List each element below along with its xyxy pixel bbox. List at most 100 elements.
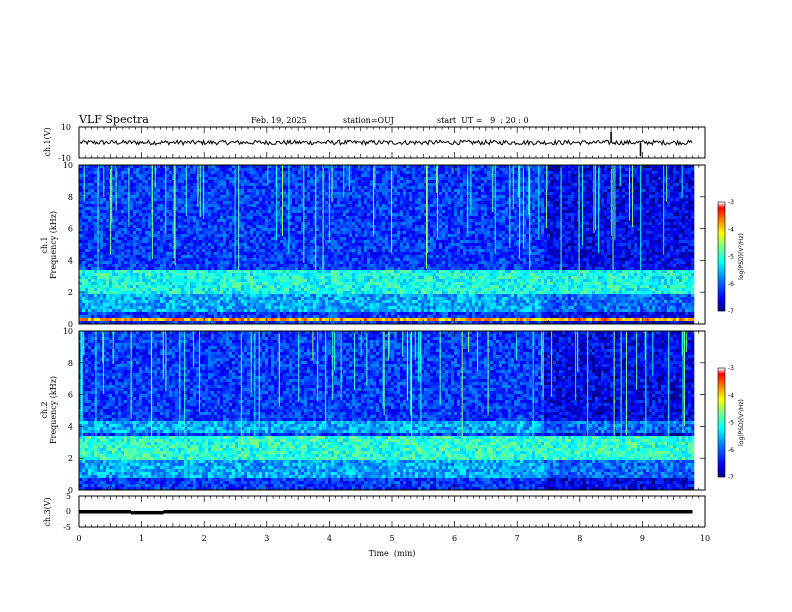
spectrogram-cell <box>649 168 652 171</box>
spectrogram-cell <box>265 204 268 207</box>
spectrogram-cell <box>106 228 109 231</box>
spectrogram-cell <box>118 216 121 219</box>
spectrogram-cell <box>658 180 661 183</box>
spectrogram-cell <box>520 207 523 210</box>
spectrogram-cell <box>475 228 478 231</box>
spectrogram-cell <box>433 225 436 228</box>
spectrogram-cell <box>451 228 454 231</box>
spectrogram-cell <box>211 234 214 237</box>
spectrogram-cell <box>223 213 226 216</box>
spectrogram-cell <box>421 168 424 171</box>
spectrogram-cell <box>574 168 577 171</box>
spectrogram-cell <box>439 198 442 201</box>
spectrogram-cell <box>223 192 226 195</box>
spectrogram-cell <box>316 168 319 171</box>
spectrogram-cell <box>244 228 247 231</box>
spectrogram-cell <box>253 195 256 198</box>
spectrogram-cell <box>331 225 334 228</box>
spectrogram-cell <box>421 198 424 201</box>
spectrogram-cell <box>631 231 634 234</box>
spectrogram-cell <box>325 213 328 216</box>
spectrogram-cell <box>211 222 214 225</box>
spectrogram-cell <box>292 222 295 225</box>
spectrogram-cell <box>334 201 337 204</box>
spectrogram-cell <box>355 222 358 225</box>
spectrogram-cell <box>622 216 625 219</box>
spectrogram-cell <box>460 216 463 219</box>
spectrogram-cell <box>448 219 451 222</box>
spectrogram-cell <box>442 198 445 201</box>
spectrogram-cell <box>619 189 622 192</box>
spectrogram-cell <box>346 168 349 171</box>
spectrogram-cell <box>568 171 571 174</box>
spectrogram-cell <box>166 192 169 195</box>
spectrogram-cell <box>403 186 406 189</box>
spectrogram-cell <box>463 189 466 192</box>
spectrogram-cell <box>649 219 652 222</box>
spectrogram-cell <box>349 228 352 231</box>
spectrogram-cell <box>676 216 679 219</box>
spectrogram-cell <box>361 180 364 183</box>
spectrogram-cell <box>634 231 637 234</box>
spectrogram-cell <box>451 201 454 204</box>
spectrogram-cell <box>247 231 250 234</box>
spectrogram-cell <box>565 225 568 228</box>
spectrogram-cell <box>445 177 448 180</box>
spectrogram-cell <box>376 219 379 222</box>
spectrogram-cell <box>154 228 157 231</box>
spectrogram-cell <box>292 174 295 177</box>
spectrogram-cell <box>262 213 265 216</box>
spectrogram-cell <box>346 231 349 234</box>
spectrogram-cell <box>499 171 502 174</box>
spectrogram-cell <box>298 204 301 207</box>
spectrogram-cell <box>616 213 619 216</box>
spectrogram-cell <box>535 180 538 183</box>
spectrogram-cell <box>319 198 322 201</box>
spectrogram-cell <box>487 219 490 222</box>
spectrogram-cell <box>676 219 679 222</box>
spectrogram-cell <box>190 204 193 207</box>
spectrogram-cell <box>91 207 94 210</box>
spectrogram-cell <box>421 216 424 219</box>
spectrogram-cell <box>292 198 295 201</box>
spectrogram-cell <box>292 186 295 189</box>
spectrogram-cell <box>118 210 121 213</box>
spectrogram-cell <box>490 225 493 228</box>
spectrogram-cell <box>142 216 145 219</box>
spectrogram-cell <box>481 192 484 195</box>
spectrogram-cell <box>283 207 286 210</box>
spectrogram-cell <box>316 222 319 225</box>
spectrogram-cell <box>100 183 103 186</box>
spectrogram-cell <box>262 183 265 186</box>
spectrogram-cell <box>241 201 244 204</box>
spectrogram-cell <box>685 207 688 210</box>
spectrogram-cell <box>535 174 538 177</box>
spectrogram-cell <box>298 174 301 177</box>
spectrogram-cell <box>250 189 253 192</box>
spectrogram-cell <box>472 228 475 231</box>
spectrogram-cell <box>562 231 565 234</box>
spectrogram-cell <box>604 186 607 189</box>
spectrogram-cell <box>658 189 661 192</box>
spectrogram-cell <box>100 177 103 180</box>
spectrogram-cell <box>211 183 214 186</box>
spectrogram-cell <box>637 177 640 180</box>
spectrogram-cell <box>376 201 379 204</box>
spectrogram-cell <box>637 213 640 216</box>
spectrogram-cell <box>340 219 343 222</box>
spectrogram-cell <box>166 225 169 228</box>
spectrogram-cell <box>400 177 403 180</box>
spectrogram-cell <box>502 231 505 234</box>
spectrogram-cell <box>475 201 478 204</box>
spectrogram-cell <box>283 192 286 195</box>
spectrogram-cell <box>124 234 127 237</box>
spectrogram-cell <box>487 231 490 234</box>
spectrogram-cell <box>451 231 454 234</box>
spectrogram-cell <box>358 207 361 210</box>
spectrogram-cell <box>256 213 259 216</box>
spectrogram-cell <box>412 192 415 195</box>
spectrogram-cell <box>418 186 421 189</box>
spectrogram-cell <box>550 186 553 189</box>
spectrogram-cell <box>211 189 214 192</box>
spectrogram-cell <box>367 222 370 225</box>
